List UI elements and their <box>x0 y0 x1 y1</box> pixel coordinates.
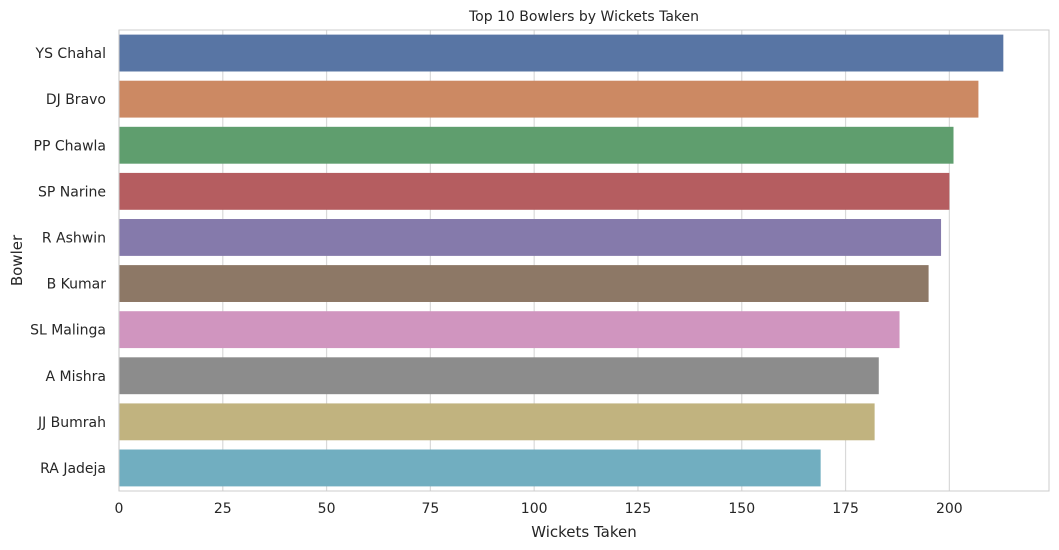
x-tick-label: 50 <box>318 501 336 517</box>
y-tick-label: B Kumar <box>47 277 107 293</box>
y-tick-label: RA Jadeja <box>40 461 106 477</box>
bar <box>119 172 950 210</box>
y-tick-label: YS Chahal <box>35 46 106 62</box>
y-tick-label: DJ Bravo <box>46 92 106 108</box>
bars <box>119 34 1004 487</box>
x-tick-label: 0 <box>115 501 124 517</box>
x-tick-label: 75 <box>421 501 439 517</box>
bar <box>119 219 942 256</box>
y-tick-label: SP Narine <box>38 184 106 200</box>
x-tick-label: 150 <box>728 501 755 517</box>
x-tick-label: 100 <box>521 501 548 517</box>
plot-frame <box>118 29 1050 492</box>
y-tick-label: SL Malinga <box>30 323 106 339</box>
bar <box>119 80 979 118</box>
y-tick-label: PP Chawla <box>34 138 106 154</box>
x-tick-labels: 0 25 50 75 100 125 150 175 200 <box>115 501 963 517</box>
x-tick-label: 25 <box>214 501 232 517</box>
chart-title: Top 10 Bowlers by Wickets Taken <box>468 9 699 25</box>
y-tick-label: A Mishra <box>46 369 107 385</box>
y-tick-labels: YS Chahal DJ Bravo PP Chawla SP Narine R Ash… <box>30 46 106 477</box>
x-tick-label: 125 <box>625 501 652 517</box>
y-tick-label: JJ Bumrah <box>37 415 106 431</box>
y-axis-label: Bowler <box>8 234 26 286</box>
bar <box>119 403 875 441</box>
x-tick-label: 175 <box>832 501 859 517</box>
bar <box>119 357 879 395</box>
bar <box>119 265 929 302</box>
bar <box>119 449 821 487</box>
bar <box>119 34 1004 72</box>
x-tick-label: 200 <box>936 501 963 517</box>
y-tick-label: R Ashwin <box>42 230 106 246</box>
bar <box>119 126 954 164</box>
x-axis-label: Wickets Taken <box>531 523 637 541</box>
bar <box>119 311 900 349</box>
